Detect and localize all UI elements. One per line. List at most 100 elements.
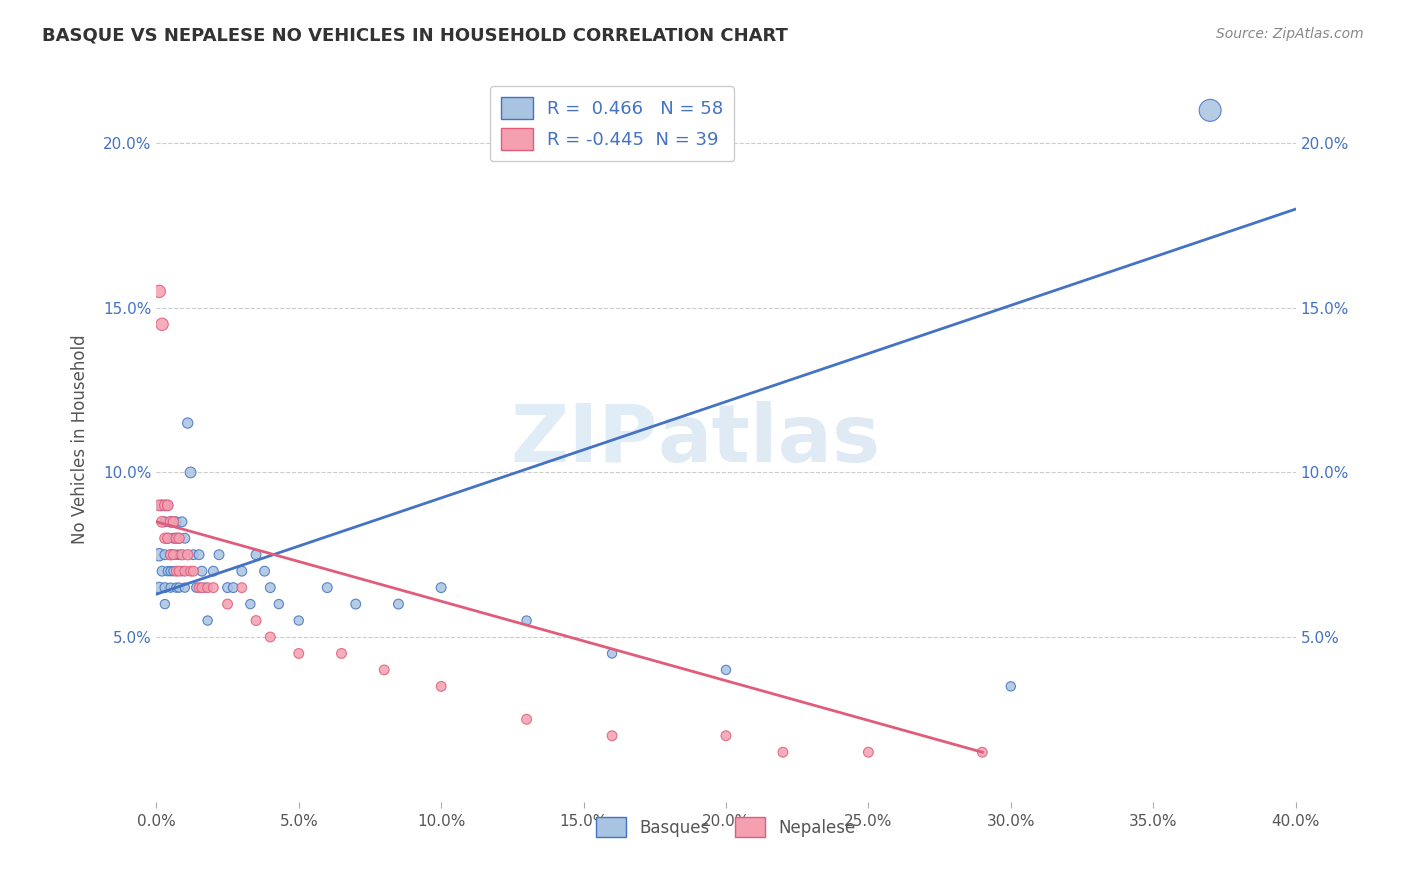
Text: atlas: atlas — [658, 401, 880, 478]
Point — [194, 581, 217, 595]
Point — [150, 515, 173, 529]
Point — [148, 581, 170, 595]
Point — [516, 712, 538, 726]
Point — [162, 564, 184, 578]
Point — [162, 515, 184, 529]
Point — [173, 564, 195, 578]
Point — [180, 466, 202, 480]
Point — [316, 581, 339, 595]
Point — [150, 564, 173, 578]
Point — [165, 531, 187, 545]
Point — [430, 679, 453, 693]
Point — [156, 531, 179, 545]
Point — [153, 499, 176, 513]
Point — [330, 647, 353, 661]
Text: BASQUE VS NEPALESE NO VEHICLES IN HOUSEHOLD CORRELATION CHART: BASQUE VS NEPALESE NO VEHICLES IN HOUSEH… — [42, 27, 787, 45]
Point — [1000, 679, 1022, 693]
Point — [165, 548, 187, 562]
Point — [153, 581, 176, 595]
Point — [159, 515, 181, 529]
Point — [217, 581, 239, 595]
Legend: Basques, Nepalese: Basques, Nepalese — [589, 810, 862, 844]
Point — [373, 663, 395, 677]
Point — [191, 581, 214, 595]
Point — [156, 499, 179, 513]
Point — [159, 548, 181, 562]
Point — [231, 564, 253, 578]
Point — [150, 318, 173, 332]
Point — [387, 597, 409, 611]
Point — [267, 597, 290, 611]
Point — [170, 548, 193, 562]
Point — [772, 745, 794, 759]
Point — [217, 597, 239, 611]
Point — [858, 745, 880, 759]
Point — [245, 548, 267, 562]
Point — [430, 581, 453, 595]
Point — [165, 515, 187, 529]
Point — [165, 581, 187, 595]
Point — [180, 564, 202, 578]
Point — [165, 531, 187, 545]
Point — [167, 581, 190, 595]
Point — [153, 515, 176, 529]
Point — [197, 581, 219, 595]
Point — [186, 581, 208, 595]
Point — [162, 548, 184, 562]
Text: Source: ZipAtlas.com: Source: ZipAtlas.com — [1216, 27, 1364, 41]
Point — [156, 564, 179, 578]
Point — [170, 564, 193, 578]
Point — [231, 581, 253, 595]
Point — [150, 499, 173, 513]
Point — [188, 581, 211, 595]
Point — [173, 581, 195, 595]
Text: ZIP: ZIP — [510, 401, 658, 478]
Point — [239, 597, 262, 611]
Point — [202, 564, 225, 578]
Point — [245, 614, 267, 628]
Point — [148, 285, 170, 299]
Point — [173, 531, 195, 545]
Point — [1199, 103, 1222, 118]
Point — [153, 531, 176, 545]
Point — [148, 499, 170, 513]
Point — [202, 581, 225, 595]
Point — [714, 729, 737, 743]
Point — [159, 515, 181, 529]
Point — [167, 531, 190, 545]
Point — [159, 548, 181, 562]
Point — [287, 647, 309, 661]
Point — [259, 581, 281, 595]
Point — [222, 581, 245, 595]
Point — [153, 597, 176, 611]
Point — [162, 515, 184, 529]
Point — [165, 564, 187, 578]
Point — [162, 531, 184, 545]
Y-axis label: No Vehicles in Household: No Vehicles in Household — [72, 334, 89, 544]
Point — [197, 614, 219, 628]
Point — [183, 548, 205, 562]
Point — [972, 745, 994, 759]
Point — [287, 614, 309, 628]
Point — [159, 564, 181, 578]
Point — [156, 531, 179, 545]
Point — [148, 548, 170, 562]
Point — [183, 564, 205, 578]
Point — [162, 548, 184, 562]
Point — [714, 663, 737, 677]
Point — [176, 416, 198, 430]
Point — [259, 630, 281, 644]
Point — [153, 548, 176, 562]
Point — [208, 548, 231, 562]
Point — [167, 548, 190, 562]
Point — [176, 548, 198, 562]
Point — [191, 564, 214, 578]
Point — [156, 499, 179, 513]
Point — [344, 597, 367, 611]
Point — [167, 531, 190, 545]
Point — [600, 647, 623, 661]
Point — [167, 564, 190, 578]
Point — [159, 581, 181, 595]
Point — [516, 614, 538, 628]
Point — [600, 729, 623, 743]
